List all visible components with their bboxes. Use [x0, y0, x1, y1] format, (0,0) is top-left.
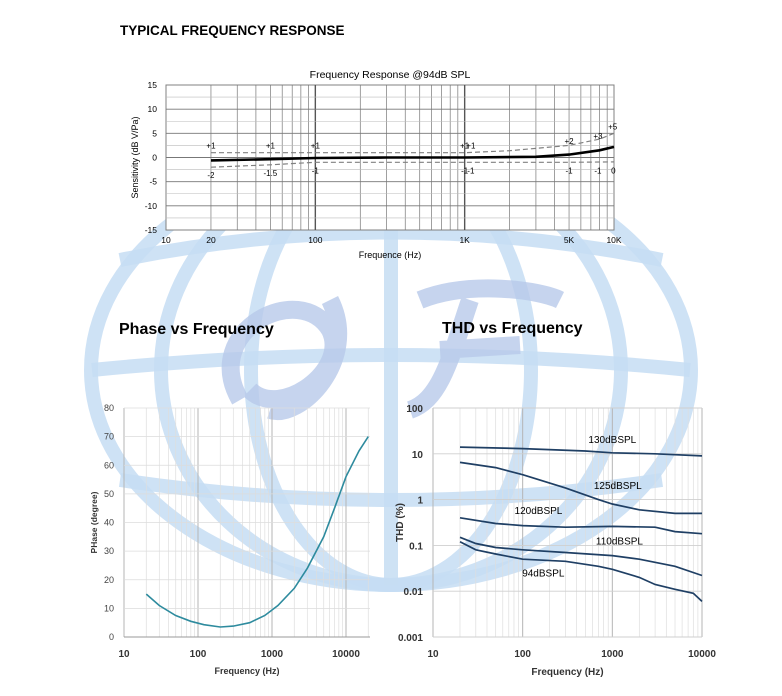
fr-x-tick-label: 10K [606, 235, 621, 245]
fr-annotation: -1.5 [263, 169, 277, 178]
thd-series-line [459, 536, 703, 577]
thd-y-tick-label: 0.1 [409, 541, 423, 552]
thd-series-label: 94dBSPL [522, 569, 565, 580]
phase-x-axis-label: Frequency (Hz) [214, 666, 279, 676]
phase-y-tick-label: 20 [104, 575, 114, 585]
fr-annotation: +1 [466, 142, 476, 151]
thd-x-axis-label: Frequency (Hz) [531, 667, 603, 678]
watermark-globe-parallel [91, 348, 691, 377]
thd-y-axis-label: THD (%) [395, 503, 406, 542]
thd-y-tick-label: 1 [417, 496, 423, 507]
phase-y-tick-label: 30 [104, 546, 114, 556]
fr-x-axis-label: Frequence (Hz) [359, 250, 422, 260]
thd-series-line [459, 516, 703, 535]
fr-y-tick-label: -10 [145, 201, 158, 211]
watermark-globe-parallel [118, 225, 664, 267]
phase-heading: Phase vs Frequency [119, 321, 274, 338]
fr-series-line [211, 132, 615, 154]
fr-annotation: +1 [460, 142, 470, 151]
thd-chart: 0.001 0.01 0.1 1 10 100 10 100 1000 10000 130dBSPL… [395, 404, 716, 678]
fr-annotation: -2 [207, 171, 215, 180]
phase-y-tick-label: 50 [104, 489, 114, 499]
thd-series-label: 130dBSPL [588, 435, 636, 446]
main-heading: TYPICAL FREQUENCY RESPONSE [120, 23, 345, 38]
fr-x-tick-label: 20 [206, 235, 216, 245]
thd-x-tick-label: 10 [427, 649, 439, 660]
fr-annotation: -1 [594, 166, 602, 175]
phase-y-axis-label: PHase (degree) [89, 491, 99, 553]
fr-y-tick-label: 10 [148, 104, 158, 114]
phase-y-tick-label: 80 [104, 403, 114, 413]
fr-y-tick-label: -15 [145, 225, 158, 235]
thd-y-tick-label: 10 [412, 450, 424, 461]
fr-y-tick-label: 0 [152, 153, 157, 163]
phase-chart: 0 10 20 30 40 50 60 70 80 10 100 1000 10000 Frequency… [89, 403, 370, 676]
thd-y-tick-label: 0.001 [398, 633, 423, 644]
phase-x-tick-label: 100 [190, 649, 207, 660]
thd-x-tick-label: 10000 [688, 649, 716, 660]
watermark-letter-f [406, 279, 565, 419]
thd-heading: THD vs Frequency [442, 320, 583, 337]
thd-series-line [459, 541, 703, 603]
fr-annotation: +5 [608, 122, 618, 131]
fr-annotation: +1 [311, 142, 321, 151]
fr-annotation: 0 [611, 166, 616, 175]
thd-series-label: 125dBSPL [594, 481, 642, 492]
watermark-globe-parallel [118, 473, 664, 507]
fr-annotation: +1 [206, 142, 216, 151]
thd-series-line [459, 461, 702, 515]
fr-y-tick-label: 5 [152, 128, 157, 138]
thd-x-tick-label: 1000 [601, 649, 624, 660]
fr-x-tick-label: 100 [308, 235, 322, 245]
phase-series-line [145, 436, 369, 628]
thd-y-tick-label: 0.01 [404, 587, 424, 598]
fr-series-line [210, 161, 615, 168]
phase-x-tick-label: 1000 [261, 649, 284, 660]
phase-y-tick-label: 0 [109, 632, 114, 642]
fr-annotation: -1 [312, 166, 320, 175]
phase-y-tick-label: 10 [104, 603, 114, 613]
watermark-letter-x [221, 295, 348, 421]
fr-annotation: -1 [467, 166, 475, 175]
fr-y-tick-label: 15 [148, 80, 158, 90]
thd-y-tick-label: 100 [406, 404, 423, 415]
fr-series-line [210, 145, 615, 162]
fr-x-tick-label: 5K [564, 235, 575, 245]
fr-annotation: +3 [593, 132, 603, 141]
fr-x-tick-label: 1K [459, 235, 470, 245]
phase-y-tick-label: 70 [104, 432, 114, 442]
phase-x-tick-label: 10 [118, 649, 130, 660]
thd-x-tick-label: 100 [514, 649, 531, 660]
phase-y-tick-label: 40 [104, 518, 114, 528]
fr-y-axis-label: Sensitivity (dB V/Pa) [130, 116, 140, 198]
fr-y-tick-label: -5 [149, 177, 157, 187]
fr-title: Frequency Response @94dB SPL [310, 69, 471, 81]
fr-x-tick-label: 10 [161, 235, 171, 245]
fr-annotation: +1 [266, 142, 276, 151]
fr-annotation: -1 [565, 166, 573, 175]
fr-annotation: +2 [564, 137, 574, 146]
phase-y-tick-label: 60 [104, 460, 114, 470]
phase-x-tick-label: 10000 [332, 649, 360, 660]
thd-series-line [459, 446, 703, 457]
fr-annotation: -1 [461, 166, 469, 175]
thd-series-label: 110dBSPL [596, 537, 644, 548]
thd-series-label: 120dBSPL [515, 506, 563, 517]
